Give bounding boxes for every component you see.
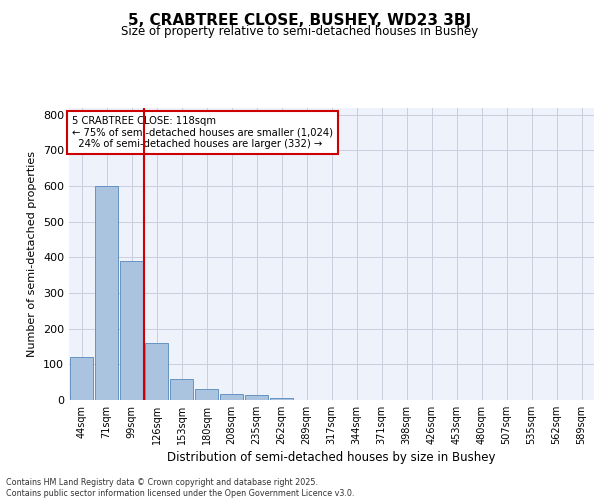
Text: 5 CRABTREE CLOSE: 118sqm
← 75% of semi-detached houses are smaller (1,024)
  24%: 5 CRABTREE CLOSE: 118sqm ← 75% of semi-d… bbox=[71, 116, 332, 150]
Bar bbox=[170, 380, 193, 400]
Text: Size of property relative to semi-detached houses in Bushey: Size of property relative to semi-detach… bbox=[121, 25, 479, 38]
Y-axis label: Number of semi-detached properties: Number of semi-detached properties bbox=[28, 151, 37, 357]
Text: Contains HM Land Registry data © Crown copyright and database right 2025.
Contai: Contains HM Land Registry data © Crown c… bbox=[6, 478, 355, 498]
Bar bbox=[70, 357, 93, 400]
Bar bbox=[145, 343, 168, 400]
Bar bbox=[220, 394, 243, 400]
Text: 5, CRABTREE CLOSE, BUSHEY, WD23 3BJ: 5, CRABTREE CLOSE, BUSHEY, WD23 3BJ bbox=[128, 12, 472, 28]
Bar bbox=[95, 186, 118, 400]
Bar bbox=[270, 398, 293, 400]
Bar bbox=[195, 390, 218, 400]
X-axis label: Distribution of semi-detached houses by size in Bushey: Distribution of semi-detached houses by … bbox=[167, 451, 496, 464]
Bar bbox=[245, 396, 268, 400]
Bar bbox=[120, 261, 143, 400]
